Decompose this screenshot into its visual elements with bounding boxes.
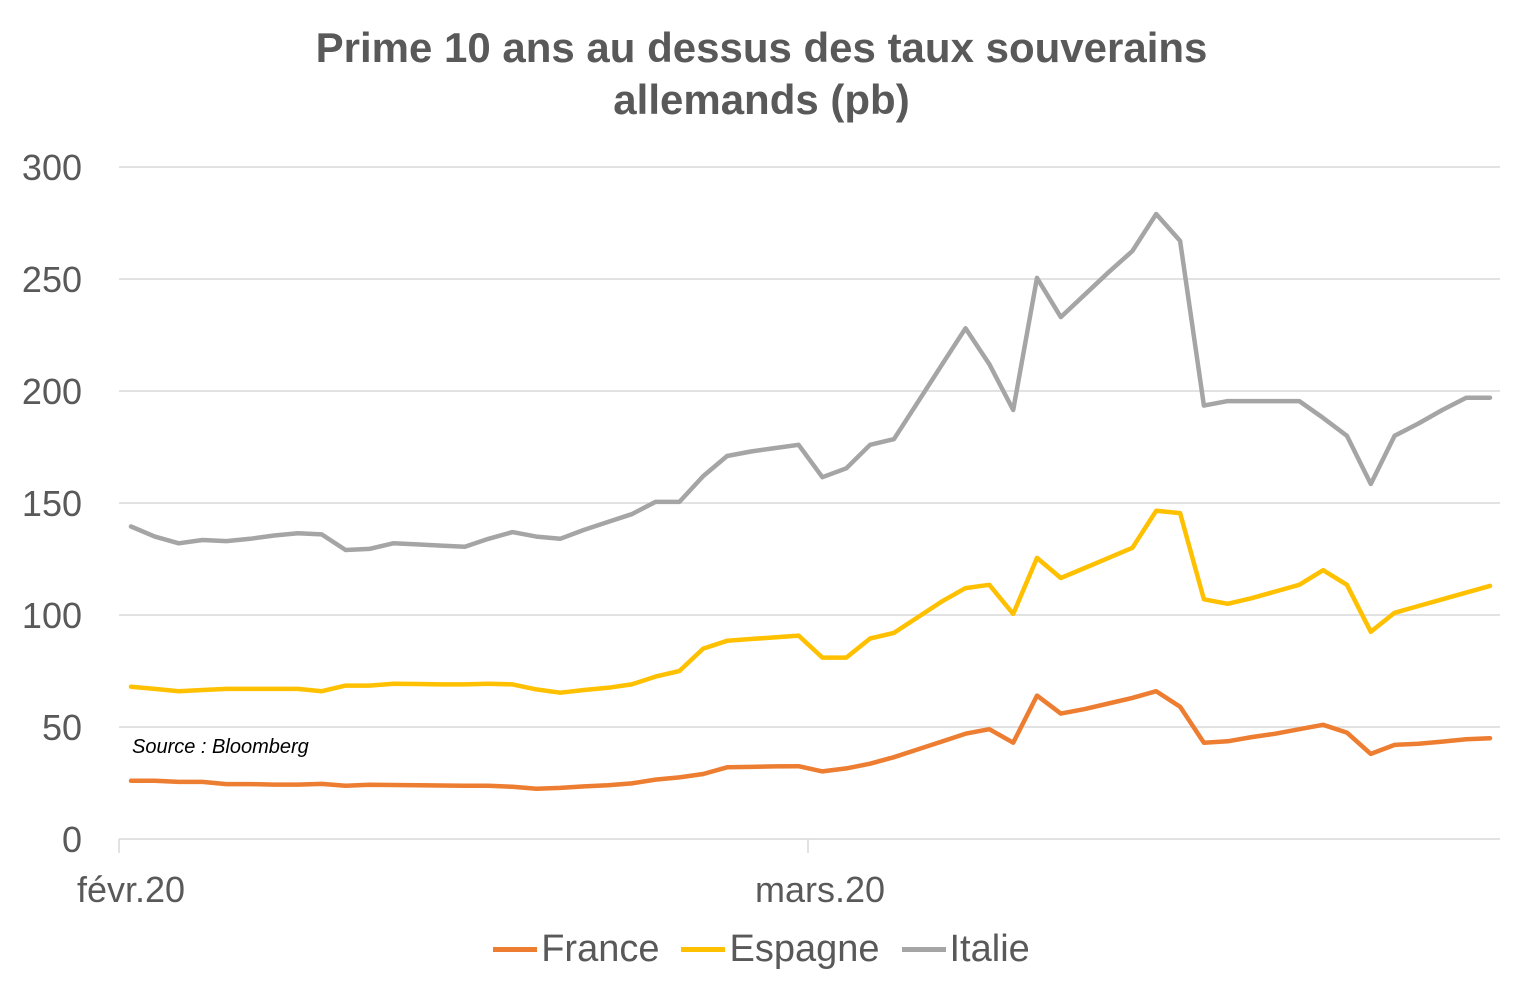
legend-item-france: France xyxy=(493,928,659,971)
source-annotation: Source : Bloomberg xyxy=(132,736,309,758)
legend-swatch xyxy=(901,947,946,952)
y-tick-label: 250 xyxy=(22,259,82,300)
x-tick-label: mars.20 xyxy=(755,869,885,910)
series-line-espagne xyxy=(128,508,1493,695)
legend-label: France xyxy=(541,928,660,970)
legend-swatch xyxy=(681,947,726,952)
series-line-france xyxy=(128,688,1493,792)
legend-swatch xyxy=(493,947,538,952)
legend-label: Italie xyxy=(949,928,1030,970)
legend-label: Espagne xyxy=(729,928,880,970)
x-axis: févr.20 mars.20 xyxy=(77,838,1500,910)
gridlines xyxy=(119,166,1500,728)
chart-title-line-2: allemands (pb) xyxy=(613,76,910,123)
chart-title: Prime 10 ans au dessus des taux souverai… xyxy=(0,22,1523,126)
y-tick-label: 100 xyxy=(22,595,82,636)
series-lines xyxy=(128,211,1493,792)
legend: France Espagne Italie xyxy=(0,928,1523,971)
chart-title-line-1: Prime 10 ans au dessus des taux souverai… xyxy=(315,24,1208,71)
series-line-italie xyxy=(128,211,1493,553)
y-tick-label: 150 xyxy=(22,483,82,524)
x-tick-label: févr.20 xyxy=(77,869,185,910)
y-axis-tick-labels: 0 50 100 150 200 250 300 xyxy=(22,147,82,860)
y-tick-label: 50 xyxy=(42,707,82,748)
legend-item-espagne: Espagne xyxy=(681,928,880,971)
y-tick-label: 300 xyxy=(22,147,82,188)
y-tick-label: 200 xyxy=(22,371,82,412)
y-tick-label: 0 xyxy=(62,819,82,860)
legend-item-italie: Italie xyxy=(901,928,1030,971)
